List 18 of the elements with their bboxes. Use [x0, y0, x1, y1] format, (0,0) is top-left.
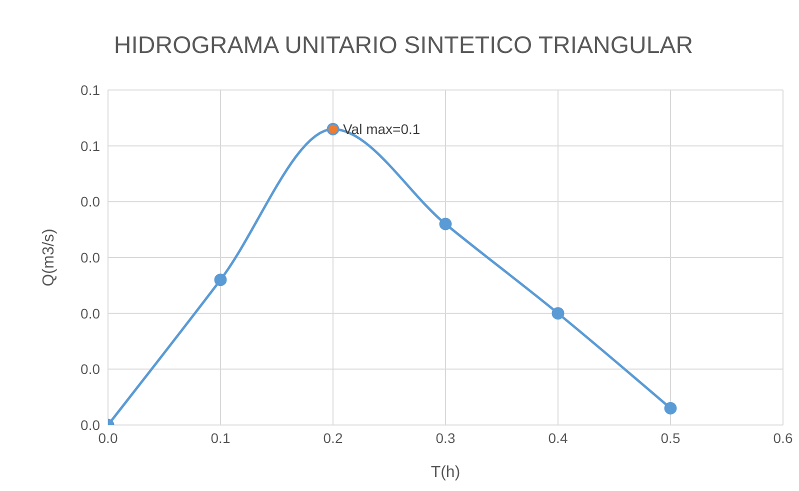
x-tick-label: 0.6 — [773, 430, 793, 446]
x-tick-label: 0.2 — [323, 430, 343, 446]
x-tick-label: 0.4 — [548, 430, 568, 446]
x-tick-label: 0.0 — [98, 430, 118, 446]
chart-title: HIDROGRAMA UNITARIO SINTETICO TRIANGULAR — [112, 31, 694, 61]
y-tick-label: 0.0 — [80, 194, 100, 210]
y-tick-label: 0.0 — [80, 416, 100, 433]
annotation: Val max=0.1 — [343, 121, 420, 138]
x-tick-label: 0.3 — [436, 430, 456, 446]
y-tick-label: 0.0 — [80, 305, 100, 322]
y-tick-label: 0.0 — [80, 361, 100, 378]
y-tick-label: 0.0 — [80, 249, 100, 266]
x-tick-label: 0.1 — [210, 430, 230, 446]
y-tick-label: 0.1 — [80, 82, 100, 98]
x-axis-title: T(h) — [430, 464, 460, 481]
y-axis-title: Q(m3/s) — [40, 228, 58, 286]
x-tick-label: 0.5 — [660, 430, 680, 446]
y-tick-label: 0.1 — [80, 138, 100, 154]
